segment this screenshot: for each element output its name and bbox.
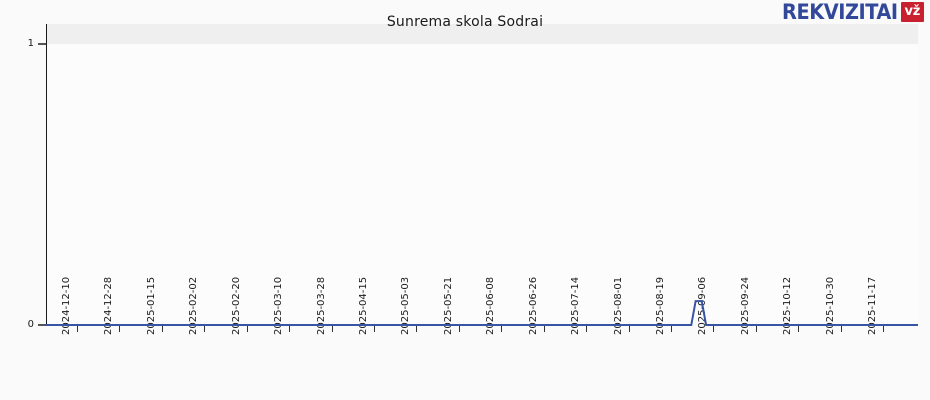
vz-badge: vž bbox=[900, 2, 924, 22]
y-tick-mark bbox=[38, 43, 46, 45]
x-tick-mark bbox=[458, 326, 460, 332]
x-tick-mark bbox=[416, 326, 418, 332]
y-tick-0: 0 bbox=[0, 319, 46, 331]
series-polyline bbox=[46, 300, 918, 326]
x-tick-mark bbox=[246, 326, 248, 332]
x-tick-mark bbox=[883, 326, 885, 332]
x-tick-mark bbox=[161, 326, 163, 332]
top-shaded-band bbox=[46, 24, 918, 44]
x-tick-mark bbox=[586, 326, 588, 332]
x-tick-mark bbox=[374, 326, 375, 332]
x-tick-mark bbox=[628, 326, 630, 332]
chart-title: Sunrema skola Sodrai bbox=[386, 14, 544, 30]
x-tick-mark bbox=[119, 326, 121, 332]
x-tick-mark bbox=[543, 326, 545, 332]
x-tick-mark bbox=[755, 326, 757, 332]
x-tick-mark bbox=[840, 326, 842, 332]
plot-area bbox=[46, 24, 918, 325]
x-tick-mark bbox=[204, 326, 206, 332]
x-tick-mark bbox=[76, 326, 78, 332]
y-tick-1: 1 bbox=[0, 38, 46, 50]
y-tick-label: 1 bbox=[27, 38, 34, 49]
y-tick-mark bbox=[38, 324, 46, 326]
y-axis-line bbox=[46, 24, 47, 326]
x-tick-mark bbox=[713, 326, 715, 332]
x-tick-mark bbox=[289, 326, 291, 332]
x-tick-mark bbox=[671, 326, 673, 332]
data-series-line bbox=[46, 300, 918, 326]
y-tick-label: 0 bbox=[27, 319, 34, 330]
rekvizitai-logo[interactable]: REKVIZITAI vž bbox=[772, 1, 924, 23]
x-tick-mark bbox=[798, 326, 800, 332]
brand-wordmark: REKVIZITAI bbox=[781, 0, 898, 24]
x-tick-mark bbox=[501, 326, 503, 332]
x-tick-mark bbox=[331, 326, 333, 332]
